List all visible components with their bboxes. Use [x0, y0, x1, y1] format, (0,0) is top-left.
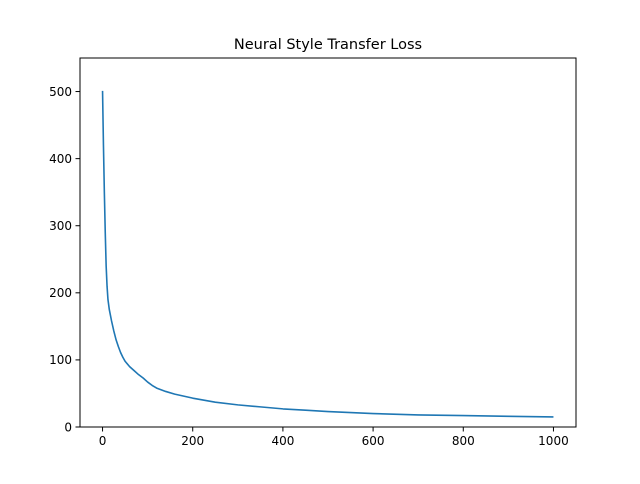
y-tick-label: 300 — [49, 219, 72, 233]
chart-title: Neural Style Transfer Loss — [234, 37, 422, 53]
y-tick-label: 0 — [64, 420, 72, 434]
x-tick-label: 200 — [181, 434, 204, 448]
x-tick-label: 400 — [271, 434, 294, 448]
y-tick-label: 100 — [49, 353, 72, 367]
series-line-0 — [101, 90, 554, 418]
plot-frame — [79, 57, 577, 428]
y-tick-label: 500 — [49, 85, 72, 99]
y-tick-label: 400 — [49, 152, 72, 166]
x-tick-label: 1000 — [538, 434, 569, 448]
x-tick-label: 800 — [452, 434, 475, 448]
y-tick-label: 200 — [49, 286, 72, 300]
x-tick-label: 600 — [362, 434, 385, 448]
x-tick-label: 0 — [99, 434, 107, 448]
axes: 0 200 400 600 800 1000 0 100 200 300 400 500 — [49, 57, 577, 448]
